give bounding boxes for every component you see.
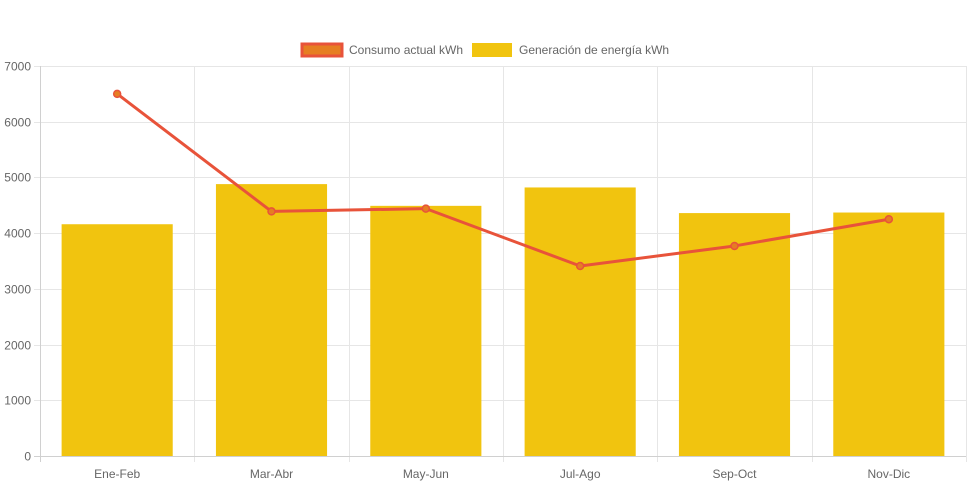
y-tick-label: 2000 [4,339,31,353]
line-point[interactable] [730,241,739,251]
y-tick-label: 5000 [4,171,31,185]
y-tick-label: 4000 [4,227,31,241]
x-tick-label: Sep-Oct [712,467,757,481]
line-point[interactable] [421,204,431,213]
line-point[interactable] [267,207,276,216]
line-point[interactable] [575,261,585,271]
y-axis: 0 1000 2000 3000 4000 5000 6000 7000 [4,60,41,464]
x-tick-label: Nov-Dic [867,467,910,481]
bar[interactable] [833,212,945,456]
legend-swatch-generacion [472,43,512,57]
x-tick-label: May-Jun [403,467,449,481]
series-line [116,92,890,268]
line-point[interactable] [112,89,122,99]
bar-series [61,184,945,456]
x-tick-label: Ene-Feb [94,467,140,481]
legend-label-consumo: Consumo actual kWh [349,43,463,57]
y-tick-label: 6000 [4,116,31,130]
bar[interactable] [524,187,636,456]
bar[interactable] [370,205,482,456]
bar[interactable] [678,213,791,456]
legend-label-generacion: Generación de energía kWh [519,43,669,57]
x-tick-label: Jul-Ago [560,467,601,481]
line-series [112,89,894,271]
legend-swatch-consumo [300,42,344,58]
grid-lines [34,66,967,462]
x-tick-label: Mar-Abr [250,467,293,481]
bar[interactable] [61,224,173,456]
y-tick-label: 7000 [4,60,31,74]
y-tick-label: 1000 [4,394,31,408]
y-tick-label: 0 [24,450,31,464]
x-axis: Ene-Feb Mar-Abr May-Jun Jul-Ago Sep-Oct Nov-D… [34,456,966,481]
legend[interactable]: Consumo actual kWh Generación de energía … [300,42,669,58]
bar[interactable] [215,184,328,456]
y-tick-label: 3000 [4,283,31,297]
line-point[interactable] [884,214,894,224]
